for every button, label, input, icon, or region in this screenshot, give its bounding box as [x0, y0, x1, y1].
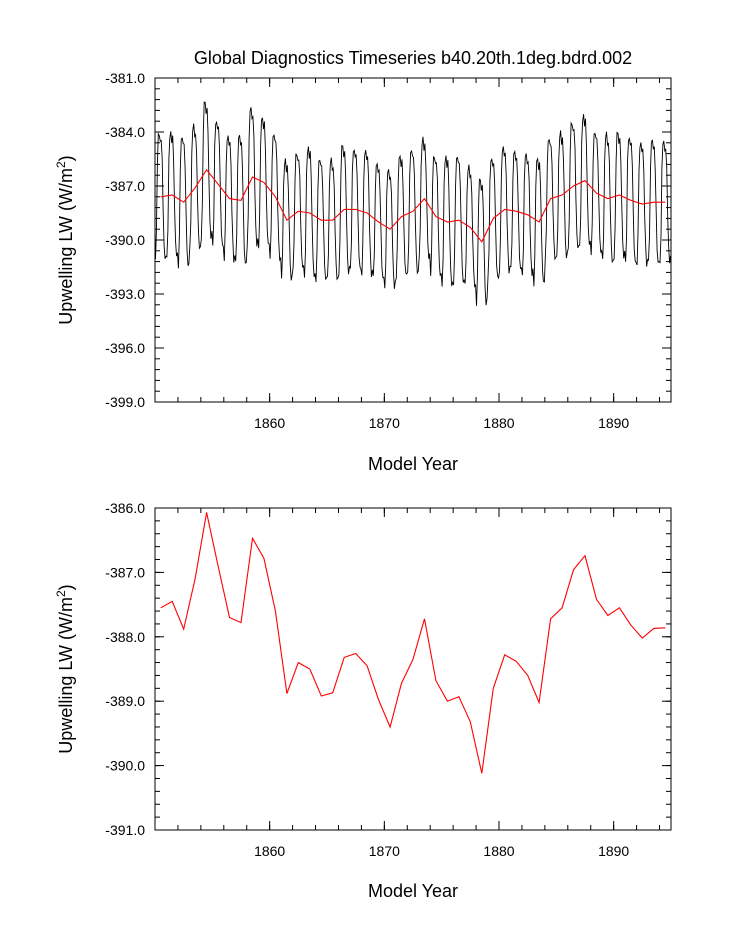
x-tick-label: 1860 — [254, 415, 285, 431]
monthly-series-line — [155, 101, 671, 306]
y-tick-label: -399.0 — [105, 394, 145, 410]
x-tick-label: 1890 — [598, 415, 629, 431]
y-tick-label: -389.0 — [105, 693, 145, 709]
y-tick-label: -384.0 — [105, 124, 145, 140]
x-tick-label: 1890 — [598, 843, 629, 859]
top-panel: -381.0 -384.0 -387.0 -390.0 -393.0 -396.0 -399… — [54, 70, 672, 474]
top-x-axis: 1860 1870 1880 1890 — [154, 78, 661, 431]
y-tick-label: -390.0 — [105, 232, 145, 248]
y-tick-label: -386.0 — [105, 500, 145, 516]
bottom-panel: -386.0 -387.0 -388.0 -389.0 -390.0 -391.0 186… — [54, 500, 672, 901]
annual-mean-series-line — [160, 168, 666, 243]
y-tick-label: -388.0 — [105, 629, 145, 645]
y-tick-label: -387.0 — [105, 564, 145, 580]
y-tick-label: -387.0 — [105, 178, 145, 194]
top-y-axis-title: Upwelling LW (W/m2) — [54, 155, 76, 324]
x-tick-label: 1870 — [369, 415, 400, 431]
top-plot-area — [155, 101, 671, 306]
x-tick-label: 1880 — [483, 415, 514, 431]
annual-mean-series-line — [160, 512, 666, 774]
bottom-plot-area — [160, 512, 666, 774]
bottom-x-axis: 1860 1870 1880 1890 — [154, 508, 661, 859]
x-tick-label: 1860 — [254, 843, 285, 859]
bottom-plot-frame — [154, 507, 672, 831]
y-tick-label: -390.0 — [105, 758, 145, 774]
y-tick-label: -381.0 — [105, 70, 145, 86]
x-tick-label: 1880 — [483, 843, 514, 859]
bottom-y-axis-title: Upwelling LW (W/m2) — [54, 584, 76, 753]
bottom-y-axis: -386.0 -387.0 -388.0 -389.0 -390.0 -391.0 — [105, 500, 671, 838]
top-x-axis-title: Model Year — [368, 454, 458, 474]
chart-title: Global Diagnostics Timeseries b40.20th.1… — [194, 48, 632, 68]
x-tick-label: 1870 — [369, 843, 400, 859]
y-tick-label: -391.0 — [105, 822, 145, 838]
bottom-x-axis-title: Model Year — [368, 881, 458, 901]
y-tick-label: -396.0 — [105, 340, 145, 356]
y-tick-label: -393.0 — [105, 286, 145, 302]
